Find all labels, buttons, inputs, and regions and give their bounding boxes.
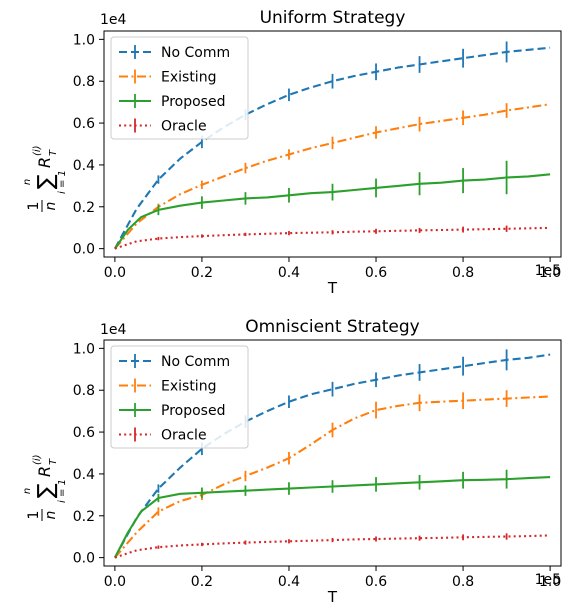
x-axis-exponent: 1e5 bbox=[535, 572, 561, 588]
legend-label: No Comm bbox=[161, 45, 230, 61]
legend-label: No Comm bbox=[161, 354, 230, 370]
y-axis-exponent: 1e4 bbox=[100, 322, 127, 338]
x-tick-label: 0.0 bbox=[104, 574, 126, 590]
x-tick-label: 0.8 bbox=[452, 574, 474, 590]
y-label-fraction-num: 1 bbox=[26, 202, 42, 211]
y-tick-label: 1.0 bbox=[73, 341, 95, 357]
legend-box bbox=[110, 345, 249, 449]
x-tick-label: 0.2 bbox=[191, 574, 213, 590]
x-tick-label: 0.8 bbox=[452, 265, 474, 281]
y-axis-label: 1 nn ∑i = 1RT(i) bbox=[22, 454, 68, 521]
y-label-superscript: (i) bbox=[32, 145, 43, 156]
x-tick-label: 1.0 bbox=[539, 574, 561, 590]
y-label-sum-lower: i = 1 bbox=[57, 479, 68, 503]
chart-title: Uniform Strategy bbox=[260, 8, 406, 28]
y-tick-label: 0.4 bbox=[73, 158, 95, 174]
chart-title: Omniscient Strategy bbox=[245, 317, 420, 337]
x-tick-label: 0.6 bbox=[365, 574, 387, 590]
x-axis-label: T bbox=[327, 588, 338, 606]
y-tick-label: 0.8 bbox=[73, 383, 95, 399]
y-tick-label: 0.8 bbox=[73, 74, 95, 90]
legend-box bbox=[110, 36, 249, 140]
x-tick-label: 0.4 bbox=[278, 574, 300, 590]
y-label-sum-upper: n bbox=[22, 488, 33, 494]
y-label-subscript: T bbox=[48, 458, 59, 465]
legend-label: Existing bbox=[161, 379, 216, 395]
series-line-proposed bbox=[113, 476, 551, 559]
y-label-fraction-den: n bbox=[43, 202, 59, 211]
y-label-fraction-den: n bbox=[43, 511, 59, 520]
y-label-fraction-num: 1 bbox=[26, 511, 42, 520]
x-tick-label: 0.2 bbox=[191, 265, 213, 281]
y-tick-label: 0.4 bbox=[73, 467, 95, 483]
legend-label: Oracle bbox=[161, 428, 207, 444]
x-axis-label: T bbox=[327, 279, 338, 297]
series-line-proposed bbox=[114, 173, 551, 250]
y-label-r: R bbox=[35, 466, 54, 477]
y-label-sum-sign: ∑ bbox=[34, 483, 59, 498]
y-axis-label: 1 nn ∑i = 1RT(i) bbox=[22, 145, 68, 212]
legend-label: Proposed bbox=[161, 403, 225, 419]
legend-label: Existing bbox=[161, 70, 216, 86]
y-label-r: R bbox=[35, 157, 54, 168]
x-tick-label: 1.0 bbox=[539, 265, 561, 281]
x-tick-label: 0.0 bbox=[104, 265, 126, 281]
y-label-sum-sign: ∑ bbox=[34, 174, 59, 189]
y-axis-exponent: 1e4 bbox=[100, 12, 127, 28]
plot-frame bbox=[103, 30, 562, 258]
y-tick-label: 0.0 bbox=[73, 242, 95, 258]
x-tick-label: 0.6 bbox=[365, 265, 387, 281]
y-tick-label: 0.0 bbox=[73, 551, 95, 567]
y-label-superscript: (i) bbox=[32, 454, 43, 465]
series-line-no-comm bbox=[113, 46, 551, 250]
legend-label: Oracle bbox=[161, 119, 207, 135]
x-tick-label: 0.4 bbox=[278, 265, 300, 281]
y-label-subscript: T bbox=[48, 149, 59, 156]
legend-label: Proposed bbox=[161, 94, 225, 110]
x-axis-exponent: 1e5 bbox=[535, 263, 561, 279]
chart-panel-1: Uniform Strategy 0.0 0.2 0.4 0.6 0.8 1.0 0.0 0.2… bbox=[22, 8, 562, 297]
y-label-sum-lower: i = 1 bbox=[57, 170, 68, 194]
plot-frame bbox=[103, 339, 562, 567]
y-tick-label: 0.6 bbox=[73, 425, 95, 441]
y-tick-label: 0.6 bbox=[73, 116, 95, 132]
y-label-sum-upper: n bbox=[22, 179, 33, 185]
y-tick-label: 0.2 bbox=[73, 509, 95, 525]
series-line-no-comm bbox=[113, 353, 551, 559]
chart-panel-2: Omniscient Strategy 0.0 0.2 0.4 0.6 0.8 1.0 0.0… bbox=[22, 317, 562, 606]
y-tick-label: 1.0 bbox=[73, 32, 95, 48]
y-tick-label: 0.2 bbox=[73, 200, 95, 216]
